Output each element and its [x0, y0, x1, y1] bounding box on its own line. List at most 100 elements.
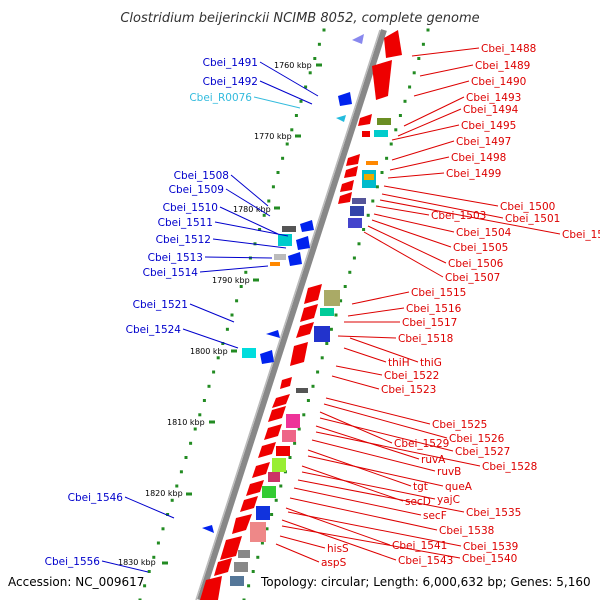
gene-label-right[interactable]: Cbei_1539 — [463, 541, 518, 553]
gene-label-right[interactable]: Cbei_1535 — [466, 507, 521, 519]
gene-label-right[interactable]: Cbei_1501 — [505, 213, 560, 225]
tick-dot — [179, 470, 183, 474]
gene-label-right[interactable]: Cbei_1499 — [446, 168, 501, 180]
gene-label-right[interactable]: Cbei_1527 — [455, 446, 510, 458]
tick-dot — [357, 242, 361, 246]
gene-label-right[interactable]: secF — [423, 510, 447, 522]
gene-label-right[interactable]: Cbei_1515 — [411, 287, 466, 299]
gene-label-left[interactable]: Cbei_1510 — [163, 202, 218, 214]
tick-dot — [267, 199, 271, 203]
gene-label-left[interactable]: Cbei_1491 — [203, 57, 258, 69]
gene-label-right[interactable]: Cbei_1493 — [466, 92, 521, 104]
label-connector — [335, 365, 383, 376]
gene-label-right[interactable]: Cbei_1490 — [471, 76, 526, 88]
gene-label-right[interactable]: ruvA — [421, 454, 446, 466]
gene-label-right[interactable]: secD — [405, 496, 431, 508]
tick-dot — [225, 327, 229, 331]
tick-dot — [161, 527, 165, 531]
gene-label-left[interactable]: Cbei_1514 — [143, 267, 199, 279]
label-connector — [349, 337, 419, 363]
gene-label-right[interactable]: Cbei_1526 — [449, 433, 505, 445]
tick-dot — [247, 584, 251, 588]
tick-dot — [279, 484, 283, 488]
tick-dot — [189, 441, 193, 445]
gene-label-left[interactable]: Cbei_1513 — [148, 252, 203, 264]
label-connector — [381, 193, 504, 219]
tick-dot — [317, 42, 321, 46]
tick-dot — [207, 384, 211, 388]
tick-dot — [166, 513, 170, 516]
map-title: Clostridium beijerinckii NCIMB 8052, com… — [120, 11, 479, 26]
gene-label-right[interactable]: ruvB — [437, 466, 461, 478]
tick-dot — [302, 413, 306, 417]
label-connector — [259, 80, 313, 105]
gene-label-right[interactable]: Cbei_1505 — [453, 242, 508, 254]
tick-dot — [285, 142, 289, 146]
gene-label-right[interactable]: Cbei_1504 — [456, 227, 512, 239]
label-connector — [391, 140, 455, 161]
gene-label-right[interactable]: thiH — [388, 357, 410, 369]
label-connector — [212, 238, 287, 249]
gene-label-right[interactable]: Cbei_1523 — [381, 384, 436, 396]
label-connector — [301, 471, 436, 500]
gene-label-right[interactable]: Cbei_1543 — [398, 555, 453, 567]
tick-label: 1800 kbp — [190, 347, 228, 356]
gene-label-left[interactable]: Cbei_1521 — [133, 299, 188, 311]
gene-label-right[interactable]: Cbei_1541 — [392, 540, 447, 552]
tick-dot — [389, 142, 393, 146]
gene-label-left[interactable]: Cbei_1546 — [68, 492, 124, 504]
tick-label: 1830 kbp — [118, 558, 156, 567]
gene-label-left[interactable]: Cbei_1511 — [158, 217, 213, 229]
accession-text: Accession: NC_009617 — [8, 575, 144, 589]
tick-dot — [170, 498, 174, 502]
gene-label-right[interactable]: Cbei_1497 — [456, 136, 511, 148]
tick-dot — [152, 555, 156, 559]
gene-label-right[interactable]: Cbei_1498 — [451, 152, 506, 164]
gene-label-right[interactable]: Cbei_1522 — [384, 370, 439, 382]
gene-label-right[interactable]: Cbei_1502 — [562, 229, 600, 241]
tick-dot — [412, 71, 416, 75]
label-connector — [337, 335, 397, 339]
label-connector — [343, 347, 387, 363]
gene-label-left[interactable]: Cbei_R0076 — [189, 92, 252, 104]
gene-label-right[interactable]: yajC — [437, 494, 460, 506]
gene-label-right[interactable]: Cbei_1503 — [431, 210, 486, 222]
tick-dot — [216, 356, 220, 360]
gene-label-right[interactable]: Cbei_1517 — [402, 317, 457, 329]
tick-dot — [408, 85, 412, 89]
tick-dot — [306, 399, 310, 402]
gene-label-right[interactable]: Cbei_1528 — [482, 461, 537, 473]
gene-label-right[interactable]: Cbei_1506 — [448, 258, 504, 270]
gene-label-right[interactable]: Cbei_1518 — [398, 333, 453, 345]
gene-label-left[interactable]: Cbei_1512 — [156, 234, 211, 246]
gene-label-right[interactable]: Cbei_1495 — [461, 120, 516, 132]
tick-dot — [352, 256, 356, 260]
label-connector — [225, 188, 271, 217]
gene-label-left[interactable]: Cbei_1524 — [126, 324, 182, 336]
gene-label-right[interactable]: thiG — [420, 357, 442, 369]
gene-label-right[interactable]: aspS — [321, 557, 347, 569]
gene-label-right[interactable]: Cbei_1489 — [475, 60, 530, 72]
gene-label-right[interactable]: Cbei_1500 — [500, 201, 555, 213]
tick-dot — [320, 356, 324, 360]
gene-label-right[interactable]: Cbei_1525 — [432, 419, 487, 431]
gene-label-right[interactable]: Cbei_1488 — [481, 43, 536, 55]
gene-label-right[interactable]: Cbei_1540 — [462, 553, 517, 565]
label-connector — [419, 64, 474, 77]
gene-label-left[interactable]: Cbei_1556 — [45, 556, 101, 568]
gene-label-right[interactable]: tgt — [413, 481, 428, 493]
gene-label-right[interactable]: Cbei_1507 — [445, 272, 500, 284]
tick-dot — [380, 171, 384, 174]
gene-label-left[interactable]: Cbei_1508 — [174, 170, 229, 182]
gene-cbei-1490[interactable] — [372, 60, 392, 100]
gene-label-right[interactable]: Cbei_1516 — [406, 303, 462, 315]
gene-label-right[interactable]: queA — [445, 481, 473, 493]
gene-label-left[interactable]: Cbei_1492 — [203, 76, 258, 88]
gene-label-right[interactable]: Cbei_1494 — [463, 104, 519, 116]
tick-dot — [260, 541, 264, 545]
label-connector — [301, 465, 404, 502]
gene-label-left[interactable]: Cbei_1509 — [169, 184, 224, 196]
gene-label-right[interactable]: hisS — [327, 543, 349, 555]
label-connector — [199, 265, 269, 273]
gene-label-right[interactable]: Cbei_1538 — [439, 525, 494, 537]
